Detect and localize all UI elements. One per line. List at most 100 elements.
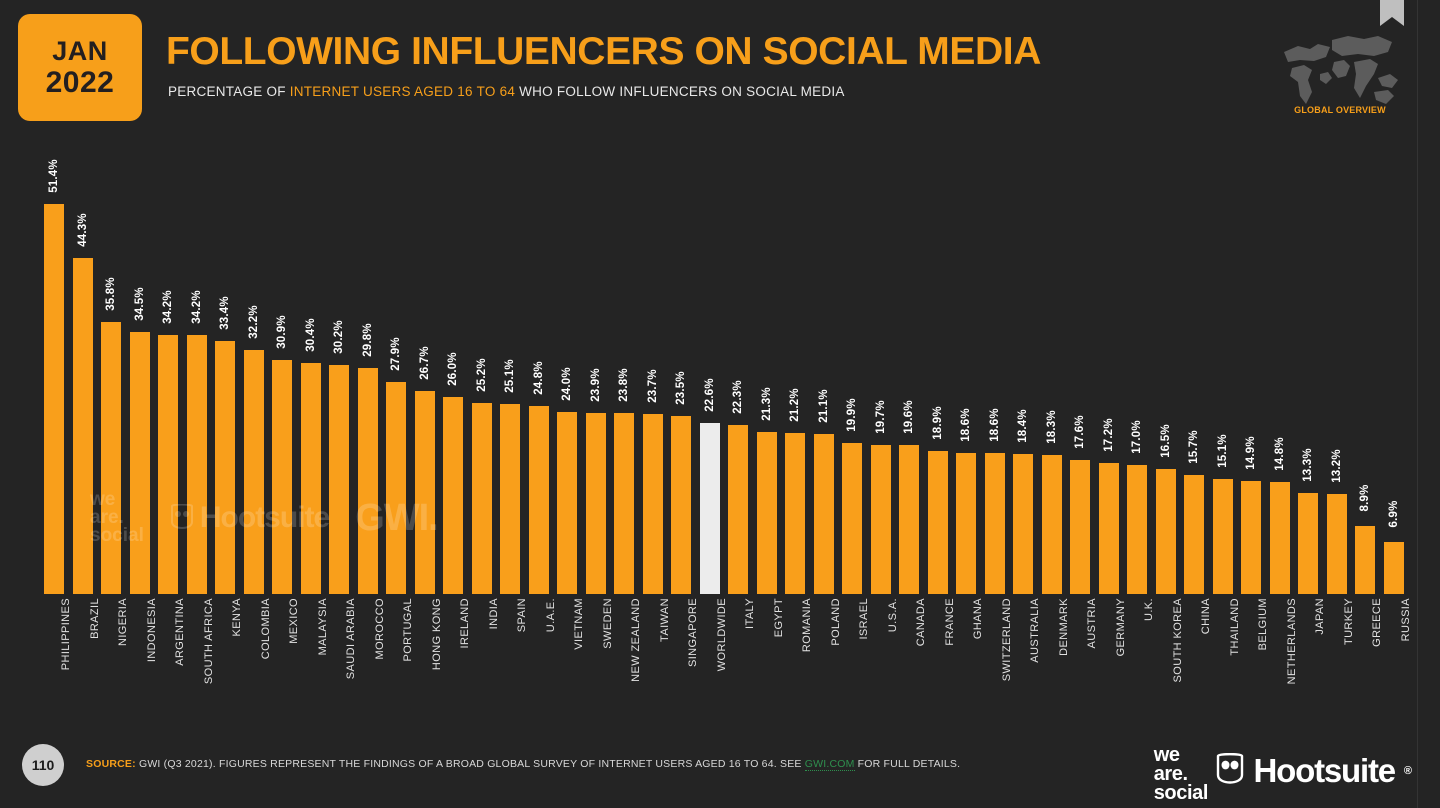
bar-slot: 25.1% [500, 152, 520, 594]
category-label: CANADA [915, 598, 927, 647]
category-label-slot: INDONESIA [130, 598, 158, 728]
bar[interactable] [985, 453, 1005, 594]
bar[interactable] [1327, 494, 1347, 594]
bar[interactable] [187, 335, 207, 594]
bar[interactable] [757, 432, 777, 594]
category-label-slot: POLAND [814, 598, 842, 728]
bar-value-label: 33.4% [219, 296, 231, 330]
bar[interactable] [557, 412, 577, 594]
bar-value-label: 6.9% [1388, 500, 1400, 528]
bar[interactable] [1213, 479, 1233, 594]
bar-value-label: 18.3% [1046, 410, 1058, 444]
bookmark-icon [1380, 0, 1404, 26]
bar[interactable] [1241, 481, 1261, 594]
bar-slot: 29.8% [358, 152, 378, 594]
bar[interactable] [700, 423, 720, 594]
category-label: INDIA [488, 598, 500, 630]
source-link[interactable]: GWI.COM [804, 758, 855, 771]
subtitle-part-1: PERCENTAGE OF [168, 84, 290, 99]
bar[interactable] [358, 368, 378, 594]
bar-value-label: 19.6% [903, 400, 915, 434]
bar[interactable] [1156, 469, 1176, 594]
bar[interactable] [329, 365, 349, 594]
bar[interactable] [130, 332, 150, 594]
bar[interactable] [1355, 526, 1375, 594]
bar[interactable] [785, 433, 805, 594]
bar[interactable] [1270, 482, 1290, 594]
bar-value-label: 32.2% [248, 305, 260, 339]
bar-value-label: 34.5% [134, 287, 146, 321]
bar[interactable] [272, 360, 292, 594]
source-note: SOURCE: GWI (Q3 2021). FIGURES REPRESENT… [86, 758, 960, 771]
bar[interactable] [814, 434, 834, 594]
bar[interactable] [215, 341, 235, 594]
category-label-slot: SOUTH AFRICA [187, 598, 215, 728]
bar[interactable] [529, 406, 549, 594]
date-badge: JAN 2022 [18, 14, 142, 121]
bar-slot: 34.5% [130, 152, 150, 594]
bar[interactable] [472, 403, 492, 594]
bar[interactable] [101, 322, 121, 594]
bar[interactable] [1042, 455, 1062, 594]
bar[interactable] [415, 391, 435, 594]
we-are-social-line-2: are. [1153, 763, 1188, 785]
bar-value-label: 13.3% [1302, 448, 1314, 482]
date-badge-year: 2022 [45, 66, 115, 99]
bar-slot: 8.9% [1355, 152, 1375, 594]
bar-slot: 44.3% [73, 152, 93, 594]
bar[interactable] [928, 451, 948, 594]
bar[interactable] [728, 425, 748, 594]
bar-value-label: 18.9% [932, 406, 944, 440]
category-label-slot: SOUTH KOREA [1156, 598, 1184, 728]
bar-value-label: 18.4% [1017, 409, 1029, 443]
bar-value-label: 23.9% [590, 368, 602, 402]
category-label-slot: U.S.A. [871, 598, 899, 728]
bar-value-label: 19.7% [875, 400, 887, 434]
bar[interactable] [386, 382, 406, 594]
bar-slot: 24.0% [557, 152, 577, 594]
bar[interactable] [1298, 493, 1318, 594]
bar-slot: 23.7% [643, 152, 663, 594]
bar-value-label: 14.8% [1274, 437, 1286, 471]
bar[interactable] [158, 335, 178, 594]
category-label: ISRAEL [858, 598, 870, 640]
bar[interactable] [586, 413, 606, 594]
bar[interactable] [1070, 460, 1090, 594]
category-label-slot: PORTUGAL [386, 598, 414, 728]
bar[interactable] [500, 404, 520, 594]
bar[interactable] [443, 397, 463, 594]
bar[interactable] [671, 416, 691, 594]
bar[interactable] [1127, 465, 1147, 594]
category-label-slot: KENYA [215, 598, 243, 728]
category-label: SPAIN [516, 598, 528, 633]
bar-slot: 19.9% [842, 152, 862, 594]
bar[interactable] [899, 445, 919, 594]
bar[interactable] [871, 445, 891, 594]
bar[interactable] [301, 363, 321, 594]
bar[interactable] [956, 453, 976, 594]
category-label: ARGENTINA [174, 598, 186, 666]
bar-value-label: 21.1% [818, 389, 830, 423]
category-label-slot: SAUDI ARABIA [329, 598, 357, 728]
bar[interactable] [244, 350, 264, 594]
bar[interactable] [643, 414, 663, 594]
bar[interactable] [614, 413, 634, 594]
bar[interactable] [842, 443, 862, 594]
bar[interactable] [73, 258, 93, 594]
category-label: NEW ZEALAND [630, 598, 642, 682]
bar[interactable] [44, 204, 64, 594]
bar-value-label: 14.9% [1245, 436, 1257, 470]
bar-value-label: 23.7% [647, 369, 659, 403]
category-label: ITALY [744, 598, 756, 629]
bar[interactable] [1013, 454, 1033, 594]
bar[interactable] [1184, 475, 1204, 594]
bar[interactable] [1099, 463, 1119, 594]
bar-value-label: 22.6% [704, 378, 716, 412]
bar-slot: 30.2% [329, 152, 349, 594]
bar[interactable] [1384, 542, 1404, 594]
category-label-slot: INDIA [472, 598, 500, 728]
bar-value-label: 22.3% [732, 380, 744, 414]
category-label-slot: EGYPT [757, 598, 785, 728]
category-label-slot: SWEDEN [586, 598, 614, 728]
